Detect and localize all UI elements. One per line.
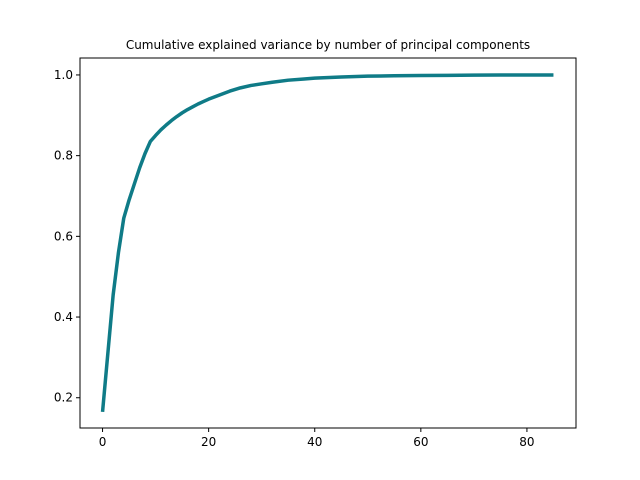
- series-line-0: [100, 73, 554, 413]
- y-axis-ticks: 0.2 0.4 0.6 0.8 1.0: [54, 68, 80, 405]
- y-tick-label: 0.8: [54, 149, 73, 163]
- y-tick-label: 0.4: [54, 310, 73, 324]
- y-tick-label: 1.0: [54, 68, 73, 82]
- series-layer: [100, 73, 554, 413]
- x-tick-label: 80: [519, 435, 534, 449]
- x-tick-label: 40: [307, 435, 322, 449]
- x-tick-label: 0: [99, 435, 107, 449]
- y-tick-label: 0.6: [54, 229, 73, 243]
- y-tick-label: 0.2: [54, 391, 73, 405]
- plot-frame: [79, 57, 577, 429]
- x-tick-label: 60: [413, 435, 428, 449]
- x-tick-label: 20: [201, 435, 216, 449]
- x-axis-ticks: 0 20 40 60 80: [99, 428, 535, 449]
- chart-title: Cumulative explained variance by number …: [126, 38, 530, 52]
